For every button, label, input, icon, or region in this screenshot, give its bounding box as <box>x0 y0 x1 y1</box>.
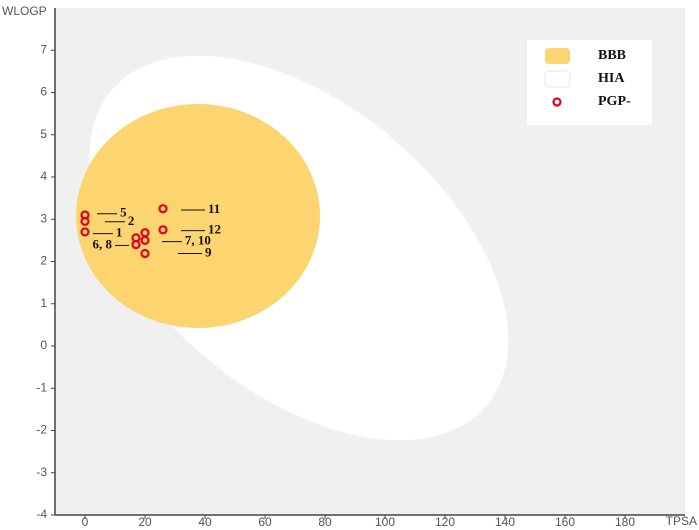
y-tick-label: -3 <box>36 465 47 479</box>
y-tick-label: 3 <box>40 211 47 225</box>
legend-label: HIA <box>598 71 625 86</box>
point <box>158 225 168 235</box>
y-tick-label: 1 <box>40 296 47 310</box>
point <box>131 233 141 243</box>
legend-label: PGP- <box>598 94 631 109</box>
point <box>158 204 168 214</box>
point <box>80 227 90 237</box>
point-label: 9 <box>205 244 212 259</box>
y-tick-label: -1 <box>36 380 47 394</box>
y-tick-label: 6 <box>40 85 47 99</box>
legend-marker <box>552 97 562 107</box>
point-label: 12 <box>208 222 221 237</box>
y-tick-label: -2 <box>36 423 47 437</box>
point <box>140 248 150 259</box>
x-axis-label: TPSA <box>666 514 697 528</box>
x-tick-label: 0 <box>82 515 89 529</box>
y-tick-label: 2 <box>40 254 47 268</box>
point-label: 7, 10 <box>185 233 211 248</box>
bbb-region <box>76 104 320 328</box>
x-tick-label: 60 <box>258 515 272 529</box>
legend-label: BBB <box>598 48 626 63</box>
x-tick-label: 100 <box>375 515 395 529</box>
point <box>140 228 150 238</box>
y-tick-label: 0 <box>40 338 47 352</box>
x-tick-label: 160 <box>555 515 575 529</box>
point-label: 5 <box>120 205 127 220</box>
x-tick-label: 80 <box>318 515 332 529</box>
point-label: 6, 8 <box>93 236 113 251</box>
x-tick-label: 180 <box>615 515 635 529</box>
x-tick-label: 20 <box>138 515 152 529</box>
y-tick-label: 5 <box>40 127 47 141</box>
y-tick-label: 4 <box>40 169 47 183</box>
point <box>80 210 90 220</box>
y-axis-label: WLOGP <box>2 4 47 18</box>
legend-swatch <box>545 48 570 64</box>
x-tick-label: 40 <box>198 515 212 529</box>
legend-swatch <box>544 70 571 88</box>
x-tick-label: 140 <box>495 515 515 529</box>
point-label: 11 <box>208 201 220 216</box>
point-label: 1 <box>116 225 123 240</box>
y-tick-label: -4 <box>36 507 47 521</box>
x-tick-label: 120 <box>435 515 455 529</box>
legend: BBB HIA PGP- <box>527 40 652 125</box>
y-tick-label: 7 <box>40 42 47 56</box>
point-label: 2 <box>128 213 134 228</box>
